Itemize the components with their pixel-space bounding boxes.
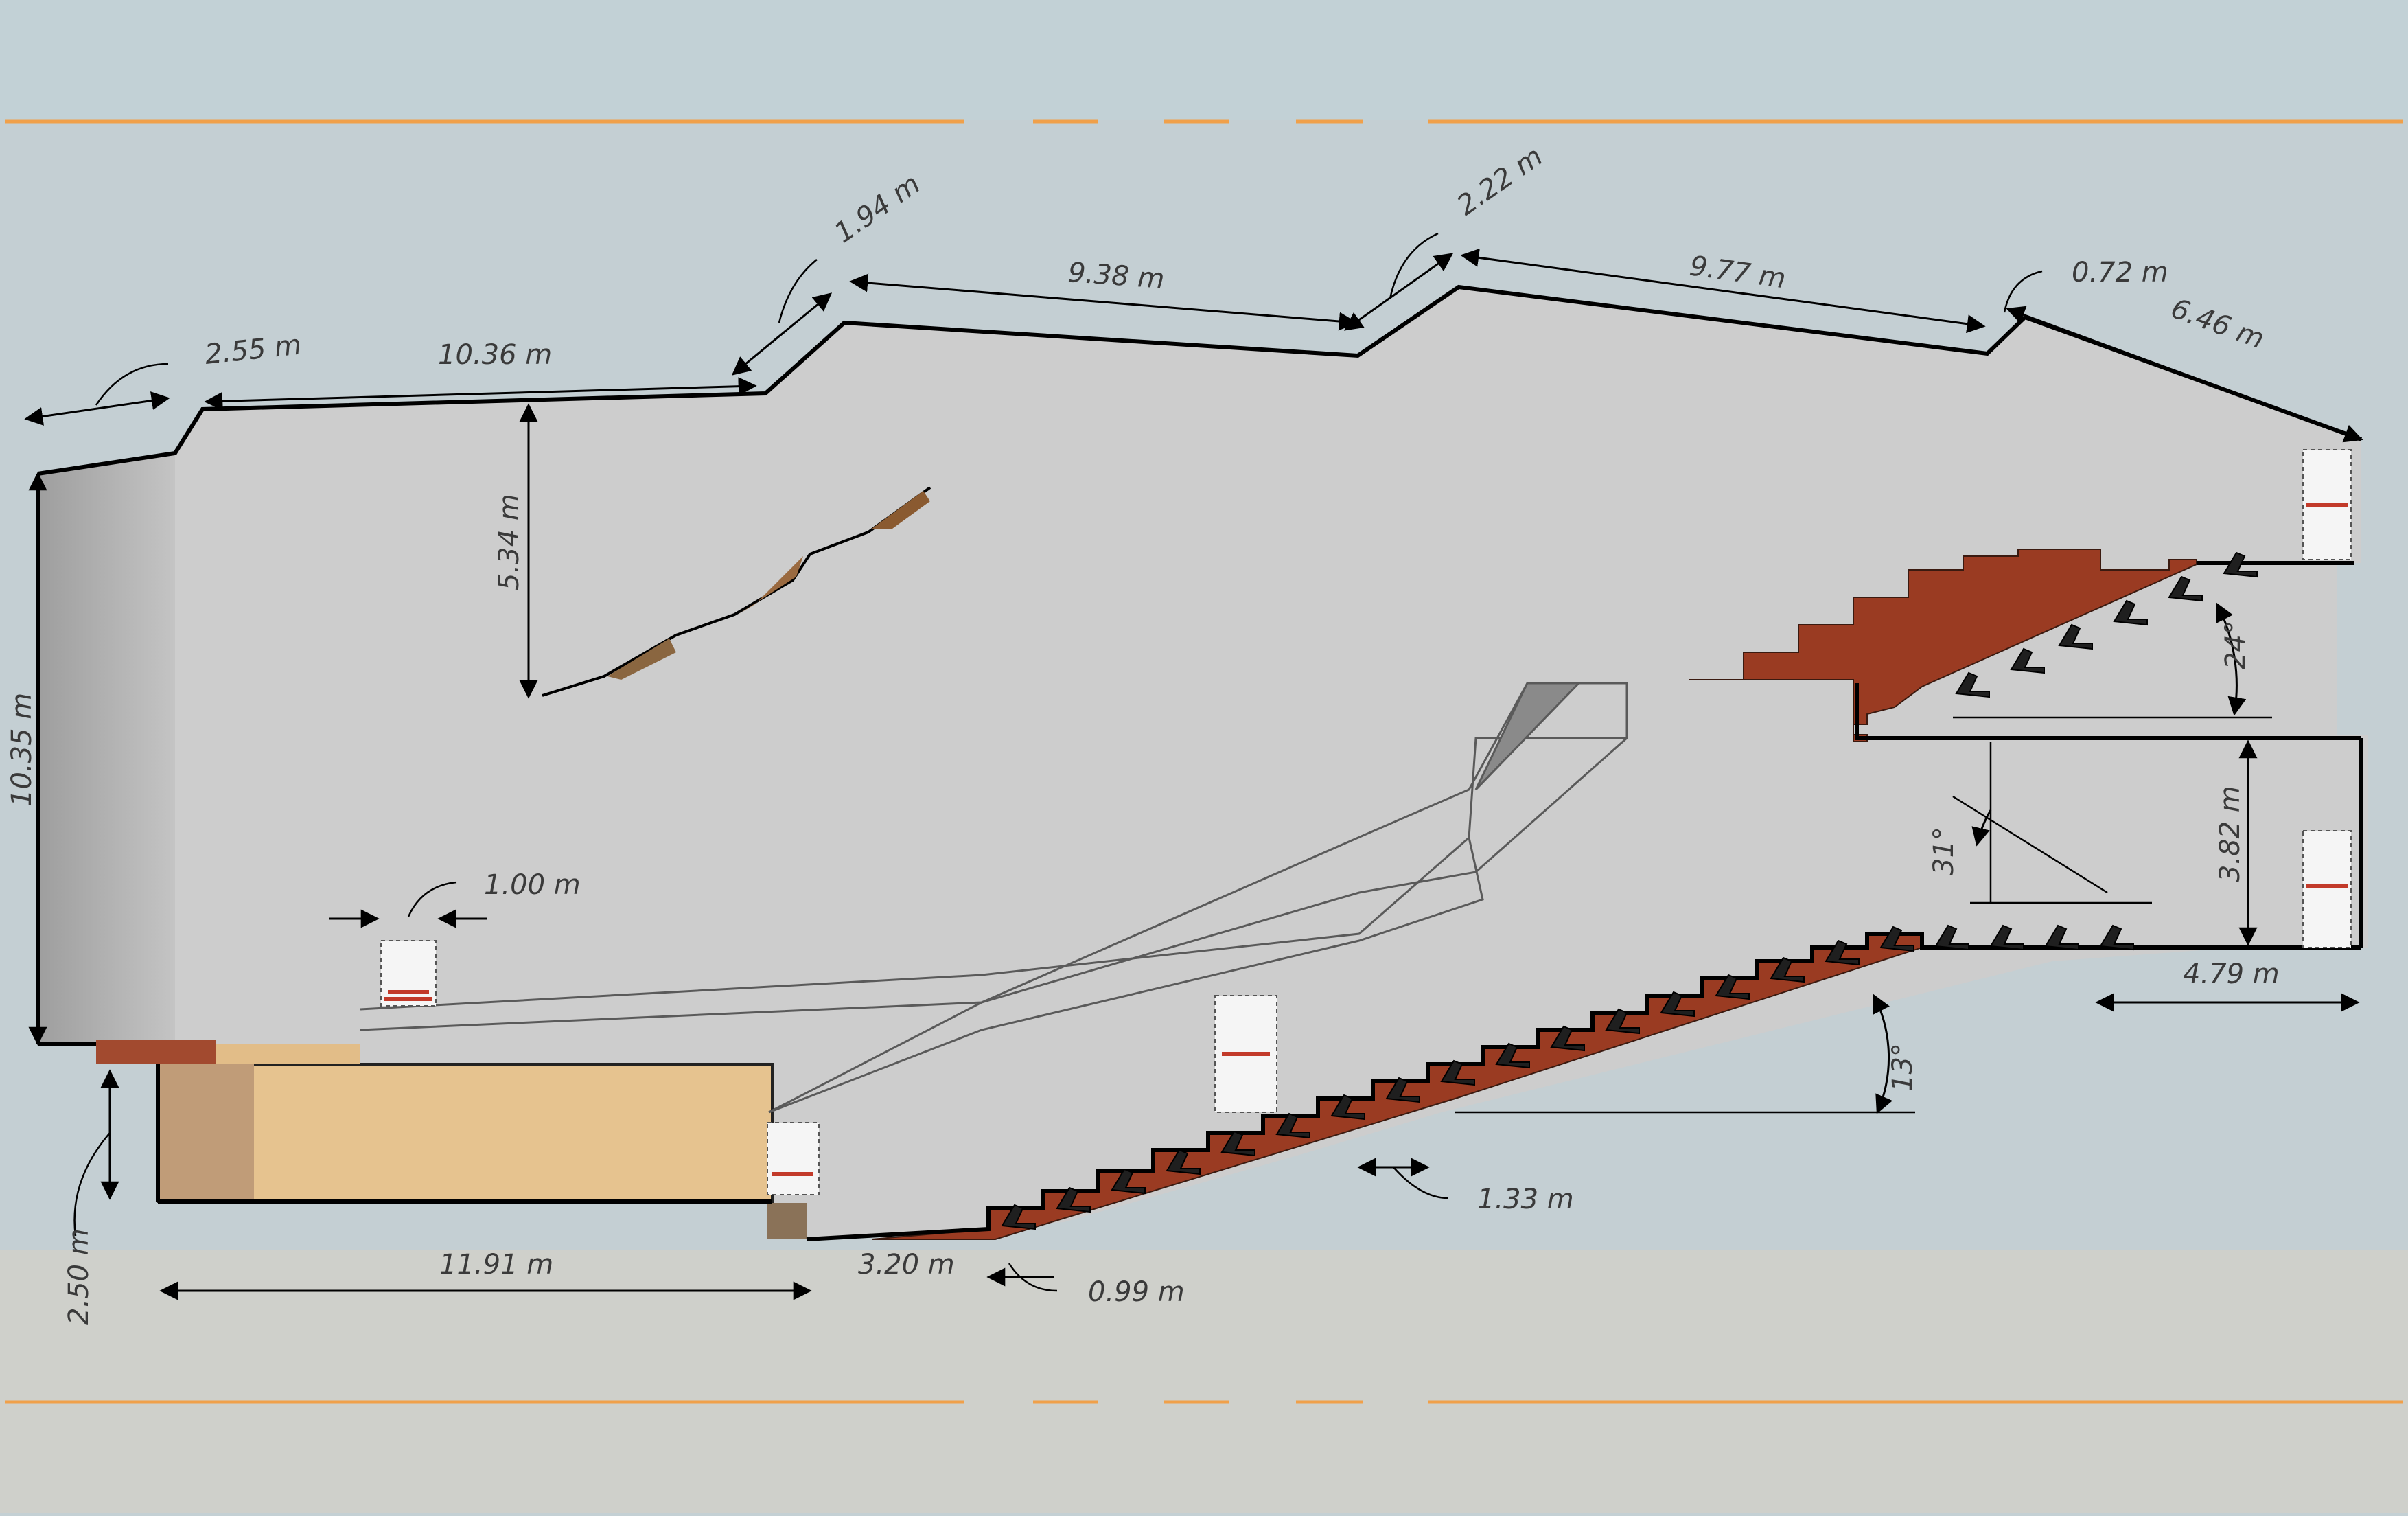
dim-stage-height: 2.50 m (63, 1228, 95, 1325)
hall-interior (38, 287, 2368, 1239)
ground-band (0, 1250, 2408, 1513)
stalls-seats (1001, 924, 2134, 1230)
dim-roof-segment-b: 10.36 m (438, 339, 552, 371)
dim-balcony-clearance: 3.82 m (2214, 785, 2246, 882)
door-rear-balcony (2302, 449, 2352, 560)
door-front-left (767, 1122, 820, 1195)
sky-band (0, 0, 2408, 120)
sightline-wireframe (360, 682, 1628, 1114)
door-stage (380, 940, 437, 1007)
dim-roof-step-3: 0.72 m (2072, 257, 2168, 288)
dim-roof-segment-c: 9.38 m (1067, 257, 1166, 295)
dim-reflector-height: 5.34 m (494, 494, 525, 590)
dim-hall-left-height: 10.35 m (6, 693, 38, 807)
dim-stage-depth: 11.91 m (439, 1249, 553, 1280)
left-wall (38, 453, 175, 1044)
door-rear-lower (2302, 830, 2352, 948)
balcony-seats (1955, 551, 2258, 698)
dim-balcony-sightline: 31° (1928, 827, 1960, 875)
dim-first-row-step: 0.99 m (1088, 1276, 1185, 1308)
dim-balcony-overhang: 4.79 m (2183, 958, 2280, 990)
dim-row-depth: 1.33 m (1477, 1184, 1574, 1215)
balcony (1689, 549, 2363, 948)
dim-balcony-rake: 24° (2220, 621, 2251, 669)
door-stalls (1214, 995, 1277, 1113)
dimension-lines (24, 232, 2363, 1300)
stage-platform (96, 1040, 807, 1239)
dim-stage-door-width: 1.00 m (484, 869, 581, 901)
dim-pit-width: 3.20 m (858, 1249, 955, 1280)
acoustic-reflector (542, 486, 931, 697)
dim-stalls-rake: 13° (1887, 1043, 1919, 1092)
